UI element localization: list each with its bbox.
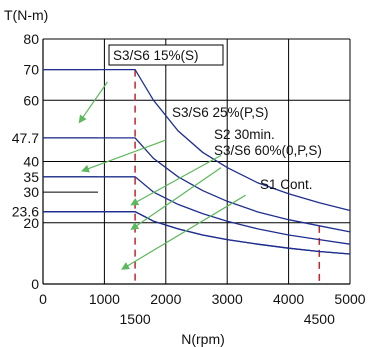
x-tick-label: 0 [39, 291, 47, 307]
y-tick-label: 35 [23, 169, 39, 185]
annotation-label-3: S3/S6 60%(0,P,S) [214, 143, 322, 158]
x-tick-label: 1500 [120, 311, 151, 327]
annotation-label-4: S1 Cont. [260, 177, 313, 192]
series-line-0 [43, 68, 351, 212]
y-tick-label: 23.6 [12, 204, 39, 220]
annotation-arrows [78, 81, 246, 270]
series-line-4 [43, 211, 351, 255]
y-axis-title: T(N-m) [4, 7, 48, 23]
x-tick-label: 4000 [273, 291, 304, 307]
x-tick-label: 1000 [89, 291, 120, 307]
y-tick-label: 70 [23, 62, 39, 78]
y-tick-label: 80 [23, 31, 39, 47]
annotation-arrow-0 [78, 81, 108, 124]
annotation-arrow-4 [121, 194, 246, 270]
y-tick-label: 20 [23, 215, 39, 231]
y-tick-label: 30 [23, 184, 39, 200]
axes [42, 39, 350, 285]
series [43, 68, 351, 255]
grid [43, 38, 351, 284]
y-tick-label: 40 [23, 154, 39, 170]
annotation-box-0 [108, 44, 224, 66]
y-tick-label: 47.7 [12, 130, 39, 146]
annotation-arrow-2 [130, 154, 222, 206]
annotation-label-1: S3/S6 25%(P,S) [172, 105, 269, 120]
x-tick-label: 3000 [212, 291, 243, 307]
x-axis-title: N(rpm) [181, 331, 225, 347]
y-tick-label: 60 [23, 92, 39, 108]
speed-markers [134, 69, 321, 284]
annotation-arrow-3 [130, 167, 222, 231]
x-tick-label: 4500 [304, 311, 335, 327]
annotation-label-2: S2 30min. [214, 127, 275, 142]
y-tick-label: 0 [31, 276, 39, 292]
series-line-2 [43, 176, 351, 245]
x-tick-label: 2000 [150, 291, 181, 307]
x-tick-label: 5000 [334, 291, 365, 307]
annotation-arrow-1 [81, 139, 167, 173]
annotation-label-0: S3/S6 15%(S) [113, 48, 199, 63]
